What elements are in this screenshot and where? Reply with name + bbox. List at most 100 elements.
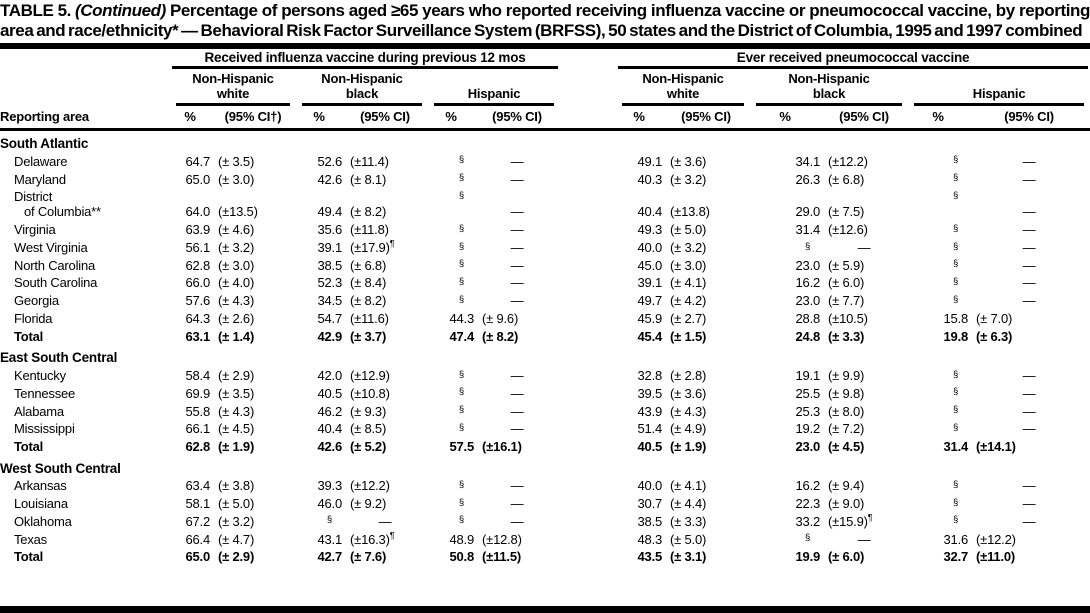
table-number: TABLE 5. [0,1,71,20]
percent-cell: 69.9 [185,385,210,401]
group-gap-cell [560,530,616,548]
ci-cell: — [510,421,524,437]
footnote-pilcrow: ¶ [867,512,873,523]
reporting-area-cell: Delaware [14,153,68,169]
ci-cell: (± 4.5) [218,421,255,437]
ci-cell: (±10.5) [828,311,868,327]
percent-cell: 39.1 [637,275,663,291]
ci-cell: (± 9.4) [828,478,865,494]
percent-cell: 66.0 [185,275,210,291]
percent-cell: 26.3 [795,171,821,187]
percent-cell: 34.5 [317,293,342,309]
percent-cell: 25.5 [795,385,821,401]
percent-cell: § [952,222,959,234]
ci-cell: — [510,385,524,401]
ci-cell: — [378,513,392,529]
ci-cell: (± 3.5) [218,385,255,401]
ci-cell: (± 8.5) [350,421,387,437]
percent-cell: 22.3 [795,496,821,512]
section-title: South Atlantic [0,136,89,151]
pneu-white-header: Non-Hispanic white [616,69,750,106]
percent-cell: § [952,240,959,252]
reporting-area-cell: Virginia [14,222,56,238]
ci-cell: — [1022,257,1036,273]
percent-cell: 65.0 [185,549,210,565]
ci-cell: — [1022,385,1036,401]
percent-cell: § [804,240,811,252]
ci-cell: — [1022,513,1036,529]
ci-cell: (± 3.2) [218,513,255,529]
percent-cell: 40.5 [317,385,342,401]
reporting-area-header: Reporting area [0,106,170,131]
percent-cell: § [952,276,959,288]
reporting-area-cell: Alabama [14,403,64,419]
reporting-area-cell: Oklahoma [14,513,72,529]
area-header-spacer [0,69,170,106]
ci-cell: — [510,513,524,529]
table-row: Virginia 63.9 (± 4.6) 35.6 (±11.8) § — 49.3 (± 5… [0,221,1090,239]
table-row: Maryland 65.0 (± 3.0) 42.6 (± 8.1) § — 40.3 (± 3… [0,170,1090,188]
ci-cell: — [1022,293,1036,309]
ci-cell: (± 3.7) [350,328,387,344]
reporting-area-cell: Arkansas [14,478,67,494]
table-row: Texas 66.4 (± 4.7) 43.1 (±16.3)¶ 48.9 (±12.8) 4… [0,530,1090,548]
ci-cell: (± 3.1) [670,549,707,565]
ci-cell: — [1022,153,1036,169]
ci-cell: (± 8.2) [350,204,387,220]
percent-cell: § [458,276,464,288]
pneu-hispanic-header: Hispanic [908,69,1090,106]
ci-cell: (± 8.0) [828,403,865,419]
ci-cell: (± 3.2) [670,171,707,187]
group-gap-cell [560,310,616,328]
percent-cell: 19.9 [795,549,821,565]
percent-cell: 44.3 [449,311,474,327]
ci-cell: — [510,403,524,419]
group-header-row: Received influenza vaccine during previo… [0,50,1090,69]
percent-cell: 40.3 [637,171,663,187]
ci-header: (95% CI) [662,106,751,131]
ci-cell: (± 9.2) [350,496,387,512]
ci-cell: (± 6.8) [828,171,865,187]
ci-cell: (± 6.0) [828,549,865,565]
percent-cell: § [952,421,959,433]
ci-cell: (± 9.3) [350,403,387,419]
percent-cell: 64.7 [185,153,210,169]
group-gap [560,106,617,131]
ci-cell: (±12.8) [482,531,522,547]
ci-cell: (±12.2) [976,531,1016,547]
ci-cell: (± 7.5) [828,204,865,220]
flu-black-header: Non-Hispanic black [296,69,428,106]
percent-cell: § [952,258,959,270]
percent-cell: 39.1 [317,239,342,255]
ci-cell: (±14.1) [976,439,1016,455]
percent-cell: 51.4 [637,421,663,437]
percent-cell: § [458,258,464,270]
reporting-area-cell: District of Columbia** [14,189,101,220]
table-row: Delaware 64.7 (± 3.5) 52.6 (±11.4) § — 49.1 (± 3… [0,152,1090,170]
section-title: East South Central [0,350,118,366]
percent-cell: 43.1 [317,531,342,547]
percent-cell: § [952,514,959,526]
group-gap-cell [560,152,616,170]
reporting-area-cell: West Virginia [14,239,88,255]
ci-cell: (± 3.0) [218,257,255,273]
percent-cell: 48.9 [449,531,474,547]
ci-cell: (± 4.9) [670,421,707,437]
reporting-area-cell: North Carolina [14,257,96,273]
table-row: Total 62.8 (± 1.9) 42.6 (± 5.2) 57.5 (±16.1) 40… [0,438,1090,456]
percent-cell: 45.9 [637,311,663,327]
percent-cell: § [458,386,464,398]
ci-cell: (± 5.0) [670,531,707,547]
ci-cell: — [1022,367,1036,383]
percent-cell: 40.4 [317,421,342,437]
ci-cell: — [510,293,524,309]
ci-cell: (±11.6) [350,311,389,327]
percent-cell: 25.3 [795,403,821,419]
ci-cell: — [1022,171,1036,187]
pneumococcal-group-label: Ever received pneumococcal vaccine [618,50,1089,69]
group-gap-cell [560,438,616,456]
percent-cell: § [458,189,464,201]
ci-cell: — [1022,478,1036,494]
percent-cell: § [952,386,959,398]
ci-cell: — [1022,239,1036,255]
